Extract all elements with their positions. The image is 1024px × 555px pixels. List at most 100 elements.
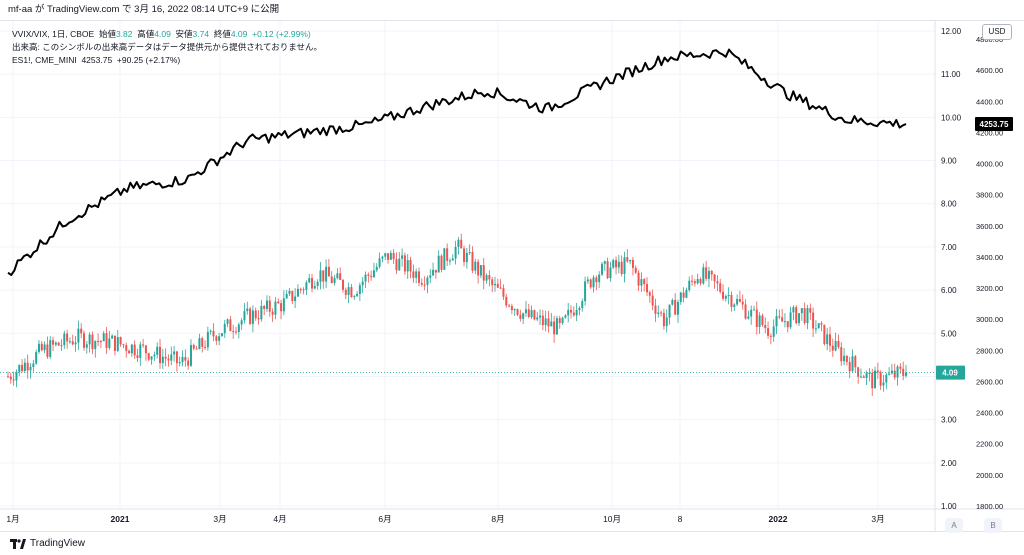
time-axis-tick-label: 3月 xyxy=(871,514,884,524)
candle-body xyxy=(74,342,77,345)
time-axis-tick-label: 8 xyxy=(678,514,683,524)
candle-body xyxy=(634,267,637,273)
candle-body xyxy=(722,291,725,299)
candle-body xyxy=(150,356,153,360)
candle-body xyxy=(108,338,111,348)
overlay-axis-tick-label: 2800.00 xyxy=(976,346,1003,355)
candle-body xyxy=(440,255,443,270)
candle-body xyxy=(159,346,162,364)
candle-body xyxy=(496,283,499,288)
candle-body xyxy=(361,281,364,286)
main-axis-tick-label: 10.00 xyxy=(941,113,962,122)
candle-body xyxy=(730,294,733,307)
candle-body xyxy=(482,265,485,281)
candle-body xyxy=(716,281,719,284)
candle-body xyxy=(161,356,164,364)
candle-body xyxy=(415,271,418,278)
candle-body xyxy=(277,301,280,304)
candle-body xyxy=(527,309,530,317)
tradingview-brand[interactable]: TradingView xyxy=(10,532,85,555)
candle-body xyxy=(97,341,100,343)
candle-body xyxy=(508,305,511,307)
candle-body xyxy=(629,259,632,262)
candle-body xyxy=(308,278,311,283)
auto-scale-button[interactable]: A xyxy=(945,518,963,533)
candle-body xyxy=(229,319,232,332)
candle-body xyxy=(522,313,525,319)
candle-body xyxy=(575,310,578,316)
candle-body xyxy=(646,284,649,293)
candle-body xyxy=(868,372,871,374)
candle-body xyxy=(271,311,274,315)
price-chart[interactable]: 1.002.003.004.005.006.007.008.009.0010.0… xyxy=(0,21,1024,532)
candle-body xyxy=(899,366,902,369)
candle-body xyxy=(603,261,606,264)
candle-body xyxy=(43,344,46,351)
candle-body xyxy=(156,346,159,355)
candle-body xyxy=(812,312,815,329)
candle-body xyxy=(710,270,713,275)
candle-body xyxy=(561,317,564,324)
candle-body xyxy=(52,340,55,345)
overlay-axis-tick-label: 3000.00 xyxy=(976,315,1003,324)
candle-body xyxy=(550,321,553,327)
candle-body xyxy=(406,260,409,272)
candle-body xyxy=(316,281,319,286)
bold-scale-button[interactable]: B xyxy=(984,518,1002,533)
candle-body xyxy=(398,258,401,271)
candle-body xyxy=(682,292,685,298)
candle-body xyxy=(147,353,150,360)
candle-body xyxy=(260,306,263,320)
legend-overlay-symbol[interactable]: ES1!, CME_MINI xyxy=(12,55,77,65)
overlay-axis-tick-label: 3200.00 xyxy=(976,284,1003,293)
candle-body xyxy=(631,259,634,268)
currency-button[interactable]: USD xyxy=(982,24,1012,40)
candle-body xyxy=(499,287,502,289)
candle-body xyxy=(432,269,435,276)
candle-body xyxy=(209,330,212,332)
candle-body xyxy=(282,298,285,312)
candle-body xyxy=(786,321,789,328)
candle-body xyxy=(781,317,784,322)
candle-body xyxy=(395,259,398,271)
candle-body xyxy=(448,260,451,262)
candle-body xyxy=(189,344,192,366)
time-axis-tick-label: 1月 xyxy=(6,514,19,524)
candle-body xyxy=(178,362,181,364)
candle-body xyxy=(46,344,49,357)
candle-body xyxy=(474,261,477,271)
candle-body xyxy=(336,273,339,279)
candle-body xyxy=(533,310,536,320)
candle-body xyxy=(347,287,350,295)
candle-body xyxy=(49,340,52,357)
candle-body xyxy=(116,337,119,351)
candle-body xyxy=(885,374,888,383)
candle-body xyxy=(423,284,426,286)
candle-body xyxy=(389,253,392,260)
candle-body xyxy=(26,362,29,371)
candle-body xyxy=(541,315,544,326)
candle-body xyxy=(558,318,561,324)
overlay-axis-tick-label: 4000.00 xyxy=(976,160,1003,169)
candle-body xyxy=(119,337,122,345)
candle-body xyxy=(85,344,88,348)
overlay-axis-tick-label: 4200.00 xyxy=(976,128,1003,137)
candle-body xyxy=(828,334,831,346)
chart-area[interactable]: 1.002.003.004.005.006.007.008.009.0010.0… xyxy=(0,20,1024,532)
candle-body xyxy=(412,271,415,278)
candle-body xyxy=(60,345,63,347)
legend-close-label: 終値 xyxy=(213,29,231,39)
main-last-price-tag xyxy=(936,365,965,380)
candle-body xyxy=(192,344,195,349)
candle-body xyxy=(226,319,229,324)
candle-body xyxy=(705,267,708,279)
candle-body xyxy=(589,279,592,288)
legend-high-value: 4.09 xyxy=(154,29,171,39)
legend-main-symbol[interactable]: VVIX/VIX, 1日, CBOE xyxy=(12,29,95,39)
candle-body xyxy=(218,336,221,341)
candle-body xyxy=(719,283,722,292)
candle-body xyxy=(685,290,688,298)
candle-body xyxy=(837,340,840,348)
candle-body xyxy=(809,308,812,313)
candle-body xyxy=(164,356,167,359)
